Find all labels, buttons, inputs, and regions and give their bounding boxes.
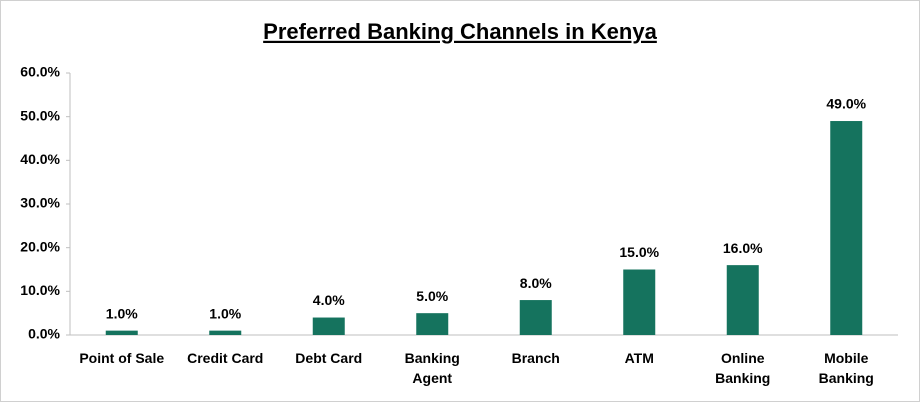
chart-title: Preferred Banking Channels in Kenya (263, 19, 657, 44)
y-tick-label: 0.0% (28, 326, 60, 342)
data-label: 16.0% (723, 240, 763, 256)
y-tick-label: 20.0% (20, 238, 60, 254)
y-tick-label: 10.0% (20, 282, 60, 298)
y-tick-label: 60.0% (20, 64, 60, 80)
x-tick-label: Point of Sale (79, 350, 165, 366)
data-label: 49.0% (826, 96, 866, 112)
x-tick-label: Online Banking (715, 350, 771, 386)
bar (209, 330, 242, 335)
x-tick-label: Branch (511, 350, 560, 366)
y-tick-label: 30.0% (20, 195, 60, 211)
bar (623, 269, 656, 335)
bar (726, 265, 759, 335)
x-tick-label: Banking Agent (404, 350, 460, 386)
bar (830, 121, 863, 336)
x-tick-label: Credit Card (187, 350, 264, 366)
data-label: 1.0% (209, 305, 241, 321)
x-tick-label: Mobile Banking (818, 350, 874, 386)
data-label: 4.0% (313, 292, 345, 308)
data-label: 15.0% (619, 244, 659, 260)
y-tick-label: 50.0% (20, 107, 60, 123)
x-tick-label: Debt Card (295, 350, 363, 366)
data-label: 8.0% (520, 275, 552, 291)
bar (519, 300, 552, 335)
bar (416, 313, 449, 335)
bar (312, 317, 345, 335)
x-tick-label: ATM (624, 350, 654, 366)
y-tick-label: 40.0% (20, 151, 60, 167)
data-label: 1.0% (106, 305, 138, 321)
data-label: 5.0% (416, 288, 448, 304)
bar (105, 330, 138, 335)
